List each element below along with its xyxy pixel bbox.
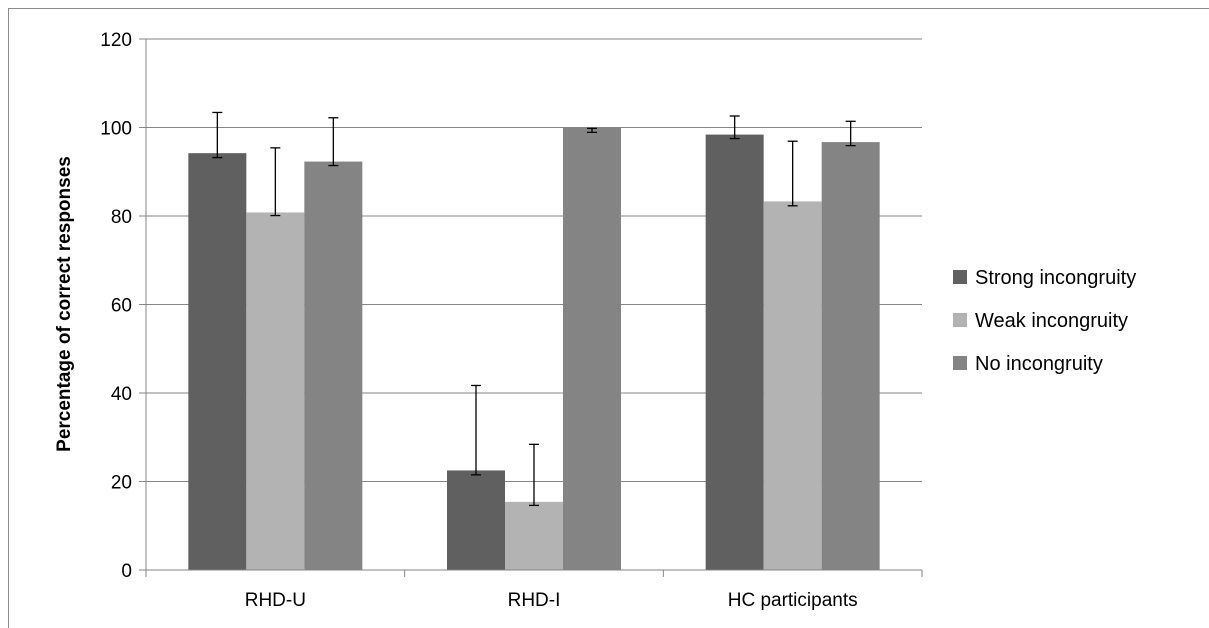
- y-tick-label-60: 60: [111, 296, 132, 317]
- bar-rhd-i-no-incongruity: [563, 127, 621, 570]
- legend-swatch-1: [953, 313, 967, 327]
- legend-label-2: No incongruity: [975, 353, 1103, 375]
- legend-swatch-2: [953, 356, 967, 370]
- legend-swatch-0: [953, 270, 967, 284]
- legend-label-1: Weak incongruity: [975, 310, 1128, 332]
- error-bar-2-0: [729, 115, 740, 140]
- error-bar-1-0: [471, 384, 481, 476]
- x-tick-label-1: RHD-I: [508, 590, 561, 611]
- error-bars: [212, 111, 856, 507]
- error-bar-0-1: [270, 147, 281, 217]
- bar-hc-participants-strong-incongruity: [705, 134, 764, 570]
- bars: [188, 127, 880, 571]
- bar-rhd-i-weak-incongruity: [505, 501, 563, 570]
- bar-rhd-u-strong-incongruity: [188, 153, 247, 571]
- y-tick-label-40: 40: [111, 384, 132, 405]
- y-axis-title: Percentage of correct responses: [54, 156, 75, 452]
- legend-label-0: Strong incongruity: [975, 267, 1136, 289]
- error-bar-1-1: [529, 443, 539, 507]
- error-bar-0-2: [328, 117, 339, 167]
- y-tick-label-120: 120: [100, 30, 132, 51]
- y-tick-label-80: 80: [111, 207, 132, 228]
- legend: Strong incongruity Weak incongruity No inc…: [953, 267, 1136, 375]
- bar-rhd-u-weak-incongruity: [246, 212, 305, 570]
- y-tick-label-0: 0: [121, 561, 132, 582]
- chart-frame: [8, 8, 1209, 628]
- bar-rhd-i-strong-incongruity: [447, 470, 505, 570]
- y-tick-label-100: 100: [100, 119, 132, 140]
- bar-hc-participants-weak-incongruity: [763, 201, 822, 570]
- error-bar-0-0: [212, 111, 223, 159]
- axes: 0 20 40 60 80 100 120 RHD-U RHD-I HC participants: [100, 30, 923, 611]
- bar-rhd-u-no-incongruity: [304, 161, 363, 570]
- error-bar-2-2: [845, 120, 856, 147]
- error-bar-1-2: [587, 127, 597, 134]
- bar-hc-participants-no-incongruity: [821, 142, 880, 571]
- x-tick-label-2: HC participants: [728, 590, 858, 611]
- error-bar-2-1: [787, 140, 798, 207]
- y-tick-label-20: 20: [111, 473, 132, 494]
- x-tick-label-0: RHD-U: [245, 590, 306, 611]
